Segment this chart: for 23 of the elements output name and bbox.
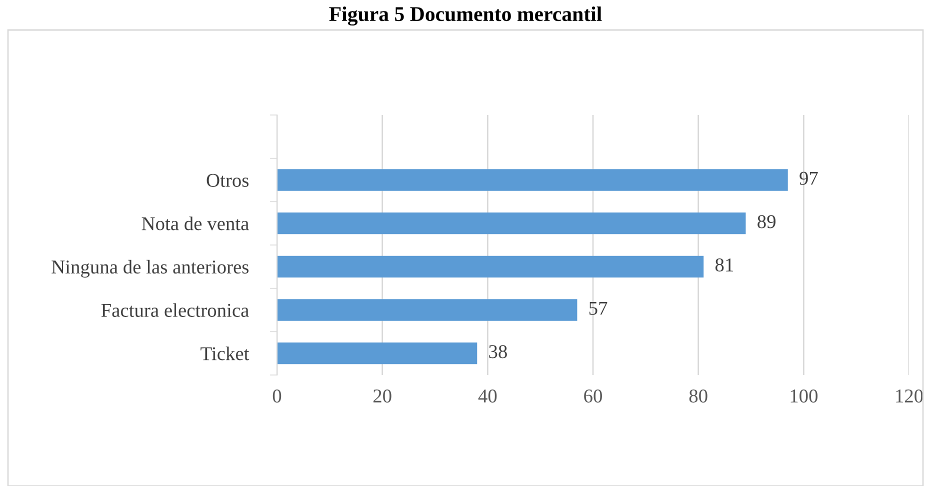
y-tick-label: Ticket <box>200 346 250 360</box>
bar <box>277 256 704 278</box>
x-tick-label: 80 <box>689 389 708 403</box>
bar <box>277 299 578 321</box>
x-tick-label: 0 <box>272 389 282 403</box>
y-tick-label: Otros <box>206 174 249 187</box>
y-tick-label: Factura electronica <box>101 303 249 317</box>
bar <box>277 212 746 234</box>
x-tick-label: 20 <box>373 389 392 403</box>
x-tick-label: 60 <box>584 389 602 403</box>
x-tick-label: 120 <box>896 389 923 403</box>
y-tick-label: Ninguna de las anteriores <box>52 260 249 278</box>
y-tick-label: Nota de venta <box>142 216 249 230</box>
bar <box>277 169 788 191</box>
chart-title: Figura 5 Documento mercantil <box>329 6 602 26</box>
data-label: 38 <box>489 345 507 358</box>
bar <box>277 342 478 364</box>
data-label: 89 <box>758 215 776 228</box>
x-tick-label: 100 <box>790 389 818 403</box>
data-label: 57 <box>589 302 608 315</box>
data-label: 97 <box>800 172 818 185</box>
x-tick-label: 40 <box>478 389 497 403</box>
data-label: 81 <box>715 258 733 272</box>
